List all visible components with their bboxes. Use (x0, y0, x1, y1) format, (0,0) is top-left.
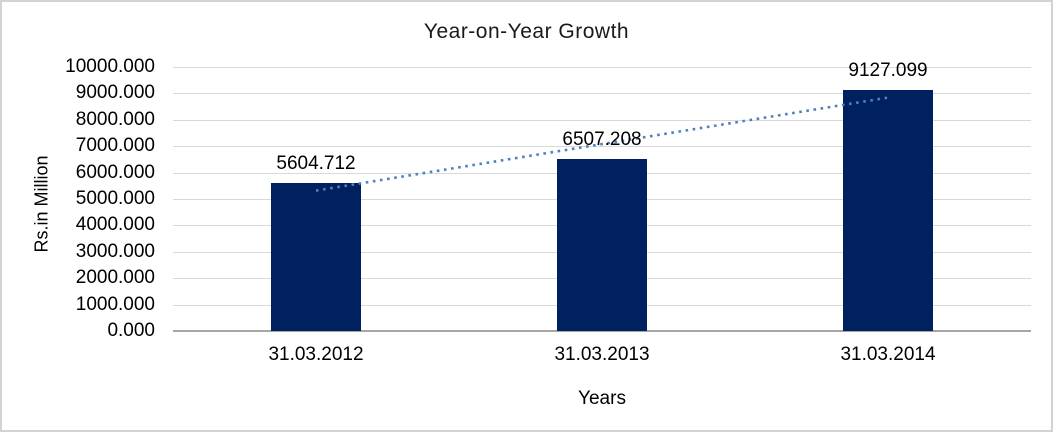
y-axis-tick-label: 5000.000 (75, 188, 155, 209)
bar (843, 90, 933, 331)
y-axis-tick-label: 9000.000 (75, 82, 155, 104)
bar-value-label: 6507.208 (562, 129, 642, 151)
chart-title: Year-on-Year Growth (423, 20, 630, 43)
y-axis-title: Rs.in Million (31, 155, 52, 253)
x-axis-tick-label: 31.03.2012 (268, 344, 364, 365)
y-axis-tick-label: 1000.000 (75, 293, 155, 315)
y-axis-tick-label: 2000.000 (75, 267, 155, 289)
x-axis-tick-label: 31.03.2013 (554, 344, 650, 365)
y-axis-tick-label: 10000.000 (65, 56, 155, 77)
y-axis-tick-label: 3000.000 (75, 240, 155, 262)
plot-area (173, 67, 1031, 332)
y-axis-tick-label: 0.000 (107, 320, 155, 341)
bar-value-label: 9127.099 (848, 60, 928, 82)
gridline (173, 93, 1031, 95)
x-axis-tick-label: 31.03.2014 (840, 344, 936, 365)
y-axis-tick-label: 7000.000 (75, 135, 155, 157)
x-axis-title: Years (578, 388, 626, 409)
gridline (173, 67, 1031, 68)
y-axis-tick-label: 4000.000 (75, 214, 155, 236)
y-axis-tick-label: 8000.000 (75, 108, 155, 130)
bar (271, 183, 361, 331)
bar (557, 159, 647, 331)
bar-value-label: 5604.712 (276, 153, 356, 175)
x-axis-line (173, 330, 1031, 332)
y-axis-tick-label: 6000.000 (75, 161, 155, 183)
